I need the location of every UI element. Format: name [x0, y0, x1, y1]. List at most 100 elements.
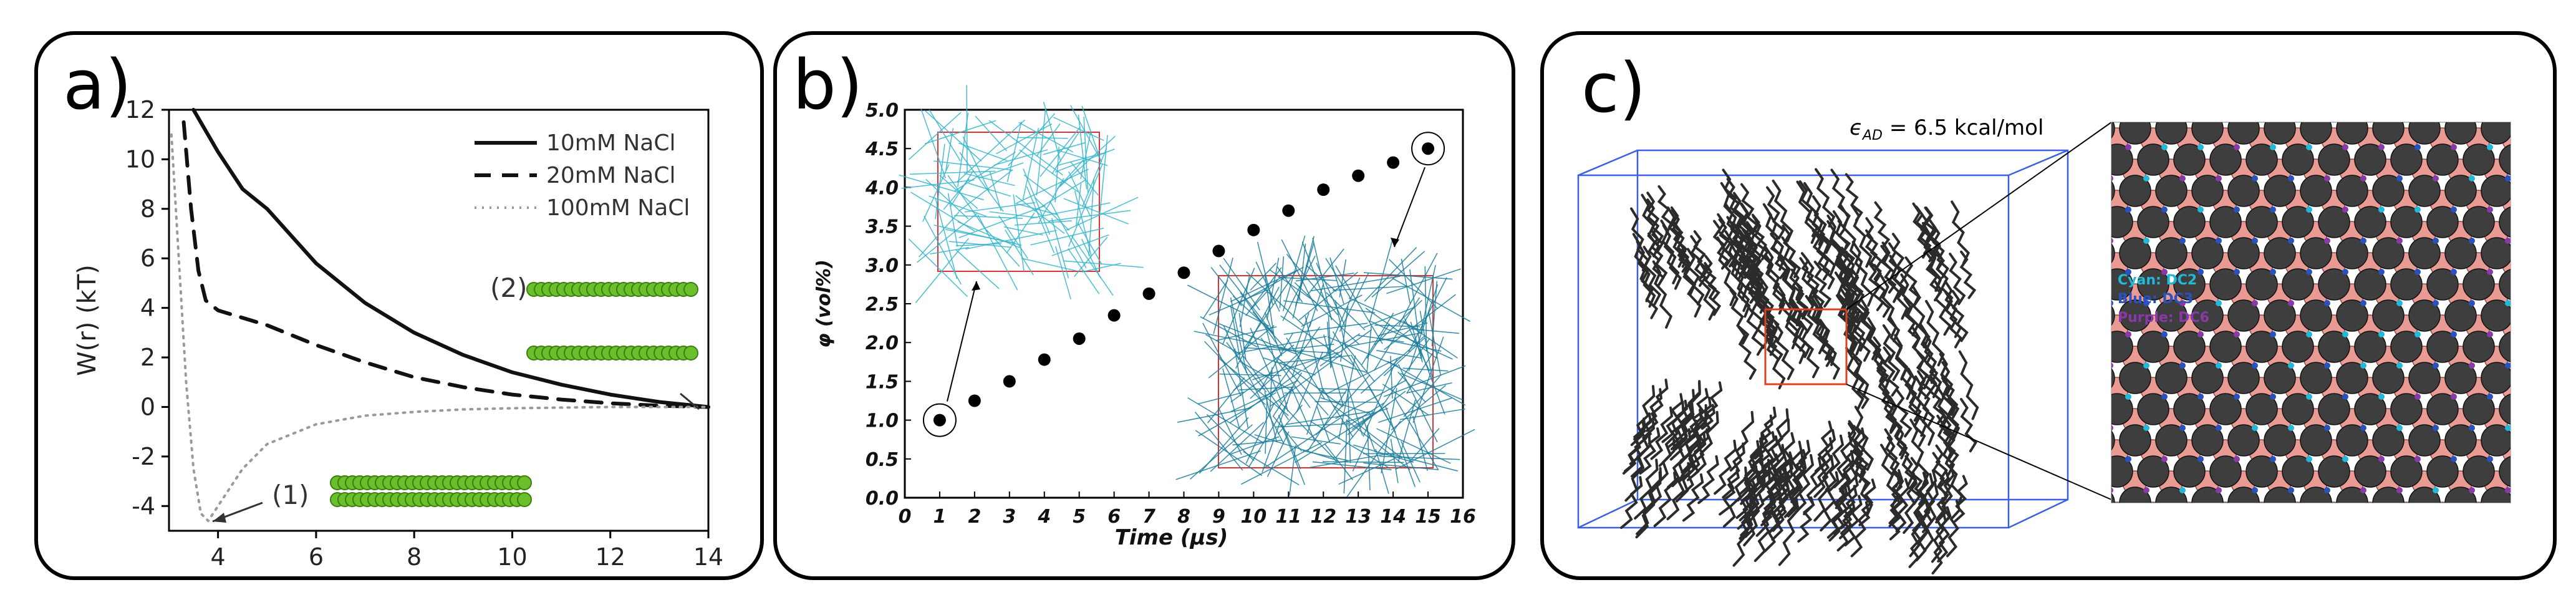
atom-dark [2408, 237, 2441, 269]
fiber [1657, 185, 1674, 233]
atom-small [2342, 456, 2348, 462]
atom-dark [2463, 268, 2495, 301]
atom-small [2197, 456, 2204, 462]
fiber [935, 143, 945, 220]
fiber [1764, 246, 1787, 310]
fiber [1245, 267, 1282, 316]
atom-dark [2264, 299, 2296, 332]
data-point-b-11 [1317, 183, 1330, 196]
atom-small [2414, 144, 2421, 150]
fiber [1815, 168, 1836, 228]
fiber [1390, 356, 1393, 399]
fiber [1759, 276, 1780, 335]
fiber [1670, 389, 1696, 450]
fiber [1895, 478, 1910, 533]
fiber [1402, 367, 1449, 372]
atom-dark [2318, 268, 2350, 301]
fiber [1016, 168, 1089, 204]
atom-dark [2300, 424, 2332, 457]
atom-dark [2264, 237, 2296, 269]
fiber [1858, 478, 1876, 526]
fiber [1640, 261, 1659, 319]
fiber [1371, 251, 1425, 298]
fiber [1777, 432, 1795, 486]
fiber [1015, 220, 1072, 226]
fiber [1813, 211, 1836, 277]
fiber [1315, 374, 1371, 436]
fiber [1907, 367, 1928, 437]
fiber [1886, 436, 1904, 491]
x-tick-label-b-0: 0 [899, 506, 912, 528]
atom-small [2161, 144, 2168, 150]
atom-dark [2444, 362, 2477, 394]
fiber [1068, 248, 1100, 294]
atom-dark [2372, 487, 2405, 503]
fiber [1283, 322, 1368, 335]
bead [517, 492, 532, 507]
fiber [1813, 260, 1832, 308]
atom-dark [2354, 331, 2386, 363]
x-tick-label-a-5: 14 [693, 543, 723, 571]
fiber [1833, 432, 1853, 488]
fiber [1951, 289, 1969, 342]
atom-small [2288, 238, 2294, 244]
atom-dark [2155, 362, 2188, 394]
fiber [1051, 218, 1069, 279]
atom-small [2469, 175, 2475, 182]
zoom-line-top [1846, 122, 2112, 310]
fiber [978, 162, 1024, 179]
atom-small [2288, 300, 2294, 306]
atom-small [2125, 331, 2131, 337]
fiber [1352, 435, 1371, 472]
fiber [929, 195, 987, 217]
epsilon-label: ϵAD = 6.5 kcal/mol [1850, 115, 2043, 143]
atom-small [2197, 206, 2204, 213]
fiber [968, 182, 1011, 197]
fiber [1813, 437, 1833, 498]
atom-small [2433, 175, 2439, 182]
bead [683, 346, 698, 361]
fiber [1740, 440, 1760, 505]
fiber [1941, 361, 1960, 420]
atom-dark [2155, 175, 2188, 207]
fiber [962, 136, 990, 192]
fiber [1030, 228, 1104, 246]
fiber [1347, 390, 1406, 435]
fiber [1068, 171, 1091, 216]
fiber [1935, 468, 1950, 524]
fiber [1639, 427, 1661, 475]
fiber [1636, 467, 1662, 535]
atom-small [2378, 144, 2385, 150]
atom-dark [2390, 143, 2423, 176]
fiber [933, 160, 1013, 171]
atom-small [2306, 144, 2312, 150]
x-tick-label-b-15: 15 [1415, 506, 1441, 528]
atom-dark [2499, 206, 2511, 238]
fiber [1794, 454, 1815, 514]
fiber [1922, 330, 1942, 394]
atom-dark [2444, 122, 2477, 145]
fiber [1873, 201, 1891, 249]
fiber [1294, 414, 1374, 463]
fiber [1069, 105, 1102, 162]
legend-item-c-1: Blue: DC3 [2118, 291, 2193, 307]
atom-dark [2390, 206, 2423, 238]
atom-pink [2183, 501, 2194, 503]
fiber [1736, 226, 1756, 279]
atom-dark [2354, 268, 2386, 301]
atom-small [2487, 206, 2493, 213]
y-tick-label-a-5: 6 [140, 244, 155, 272]
atom-dark [2227, 487, 2260, 503]
rod-chain-1-top [330, 475, 532, 490]
atom-small [2451, 206, 2457, 213]
atom-dark [2227, 237, 2260, 269]
fiber [1840, 475, 1859, 530]
fiber [1366, 323, 1390, 359]
fiber [1366, 326, 1372, 373]
atom-small [2523, 331, 2529, 337]
atom-dark [2264, 175, 2296, 207]
panel-label-c: c) [1581, 48, 1646, 128]
atom-small [2216, 175, 2222, 182]
fiber [1257, 241, 1274, 306]
annotation-1: (1) [272, 480, 309, 510]
